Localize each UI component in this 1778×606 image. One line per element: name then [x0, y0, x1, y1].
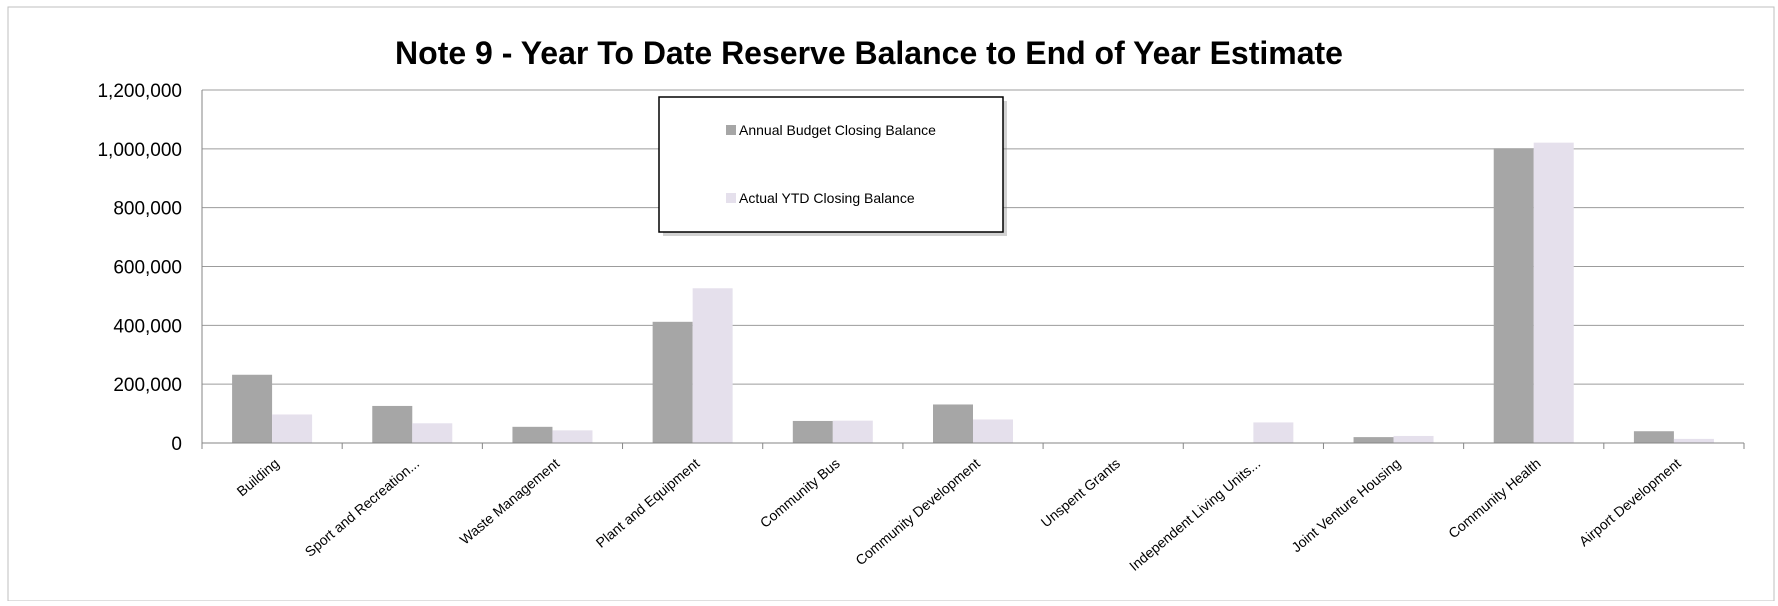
y-tick-label: 400,000: [113, 316, 182, 337]
legend-swatch: [726, 125, 736, 135]
bar: [792, 420, 833, 443]
bar: [1253, 422, 1294, 443]
axes: [201, 90, 1745, 449]
bar: [692, 288, 733, 443]
y-tick-label: 200,000: [113, 375, 182, 396]
bar: [1493, 148, 1534, 443]
legend-swatch: [726, 193, 736, 203]
legend: Annual Budget Closing Balance Actual YTD …: [658, 96, 1007, 236]
bars: [232, 142, 1714, 444]
bar: [412, 423, 453, 443]
bar: [1633, 431, 1674, 443]
bar: [933, 404, 973, 443]
y-tick-label: 600,000: [113, 258, 182, 279]
y-axis-ticks: 0 200,000 400,000 600,000 800,000 1,000,000 1,…: [97, 81, 182, 455]
legend-box: [658, 96, 1004, 233]
bar: [1393, 435, 1434, 443]
y-tick-label: 1,200,000: [97, 81, 182, 102]
bar: [1533, 142, 1574, 444]
y-tick-label: 1,000,000: [97, 140, 182, 161]
bar: [1353, 437, 1394, 443]
bar: [973, 419, 1013, 443]
legend-label: Actual YTD Closing Balance: [739, 190, 915, 206]
y-tick-label: 800,000: [113, 199, 182, 220]
legend-label: Annual Budget Closing Balance: [739, 122, 936, 138]
bar: [272, 414, 313, 443]
bar: [652, 321, 693, 443]
bar: [372, 405, 413, 443]
bar: [552, 430, 593, 443]
chart-title: Note 9 - Year To Date Reserve Balance to…: [395, 35, 1343, 71]
bar: [1673, 438, 1714, 443]
bar: [232, 374, 273, 443]
y-tick-label: 0: [171, 434, 182, 455]
bar: [832, 420, 873, 443]
bar: [512, 426, 553, 443]
